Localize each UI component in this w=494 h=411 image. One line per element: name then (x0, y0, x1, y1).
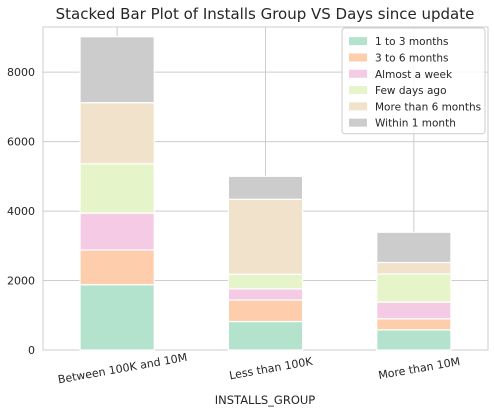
legend-swatch-5 (349, 118, 367, 127)
bar-segment-2-3 (376, 273, 452, 303)
bar-segment-2-1 (376, 318, 452, 331)
legend-label-2: Almost a week (375, 69, 453, 81)
bar-segment-1-0 (227, 320, 304, 351)
bar-segment-2-2 (376, 301, 452, 320)
legend-box (341, 27, 486, 135)
bar-segment-0-0 (79, 284, 155, 351)
y-tick-label-1: 2000 (7, 275, 35, 288)
legend-label-0: 1 to 3 months (375, 36, 448, 48)
bar-segment-0-5 (79, 36, 155, 104)
y-tick-label-3: 6000 (7, 136, 35, 149)
legend-swatch-2 (349, 69, 367, 78)
legend-swatch-0 (349, 37, 367, 46)
legend: 1 to 3 months 3 to 6 months Almost a week F… (341, 27, 486, 135)
bar-segment-1-5 (227, 175, 304, 200)
bar-segment-1-4 (227, 198, 304, 275)
bar-segment-1-1 (227, 299, 304, 323)
bar-segment-2-5 (376, 231, 452, 264)
bar-segment-2-4 (376, 261, 452, 275)
legend-swatch-3 (349, 86, 367, 95)
x-tick-label-0: Between 100K and 10M (57, 351, 188, 387)
bar-segment-1-2 (227, 288, 304, 301)
bar-segment-1-3 (227, 273, 304, 290)
x-tick-label-1: Less than 100K (228, 355, 314, 383)
bar-segment-0-1 (79, 249, 155, 286)
y-tick-labels: 0 2000 4000 6000 8000 (7, 66, 35, 357)
legend-label-5: Within 1 month (375, 118, 456, 130)
legend-label-3: Few days ago (375, 85, 447, 97)
bar-segment-2-0 (376, 329, 452, 351)
legend-swatch-1 (349, 53, 367, 62)
y-tick-label-2: 4000 (7, 205, 35, 218)
legend-label-1: 3 to 6 months (375, 52, 448, 64)
bar-segment-0-4 (79, 102, 155, 165)
x-tick-label-2: More than 10M (377, 355, 461, 382)
y-tick-label-4: 8000 (7, 66, 35, 79)
y-tick-label-0: 0 (28, 344, 35, 357)
bars (79, 36, 452, 351)
bar-segment-0-2 (79, 212, 155, 251)
x-axis-label: INSTALLS_GROUP (215, 393, 316, 407)
legend-label-4: More than 6 months (375, 101, 481, 113)
x-tick-labels: Between 100K and 10M Less than 100K More t… (57, 351, 461, 387)
chart-title: Stacked Bar Plot of Installs Group VS Da… (56, 5, 475, 23)
legend-swatch-4 (349, 102, 367, 111)
bar-segment-0-3 (79, 163, 155, 214)
